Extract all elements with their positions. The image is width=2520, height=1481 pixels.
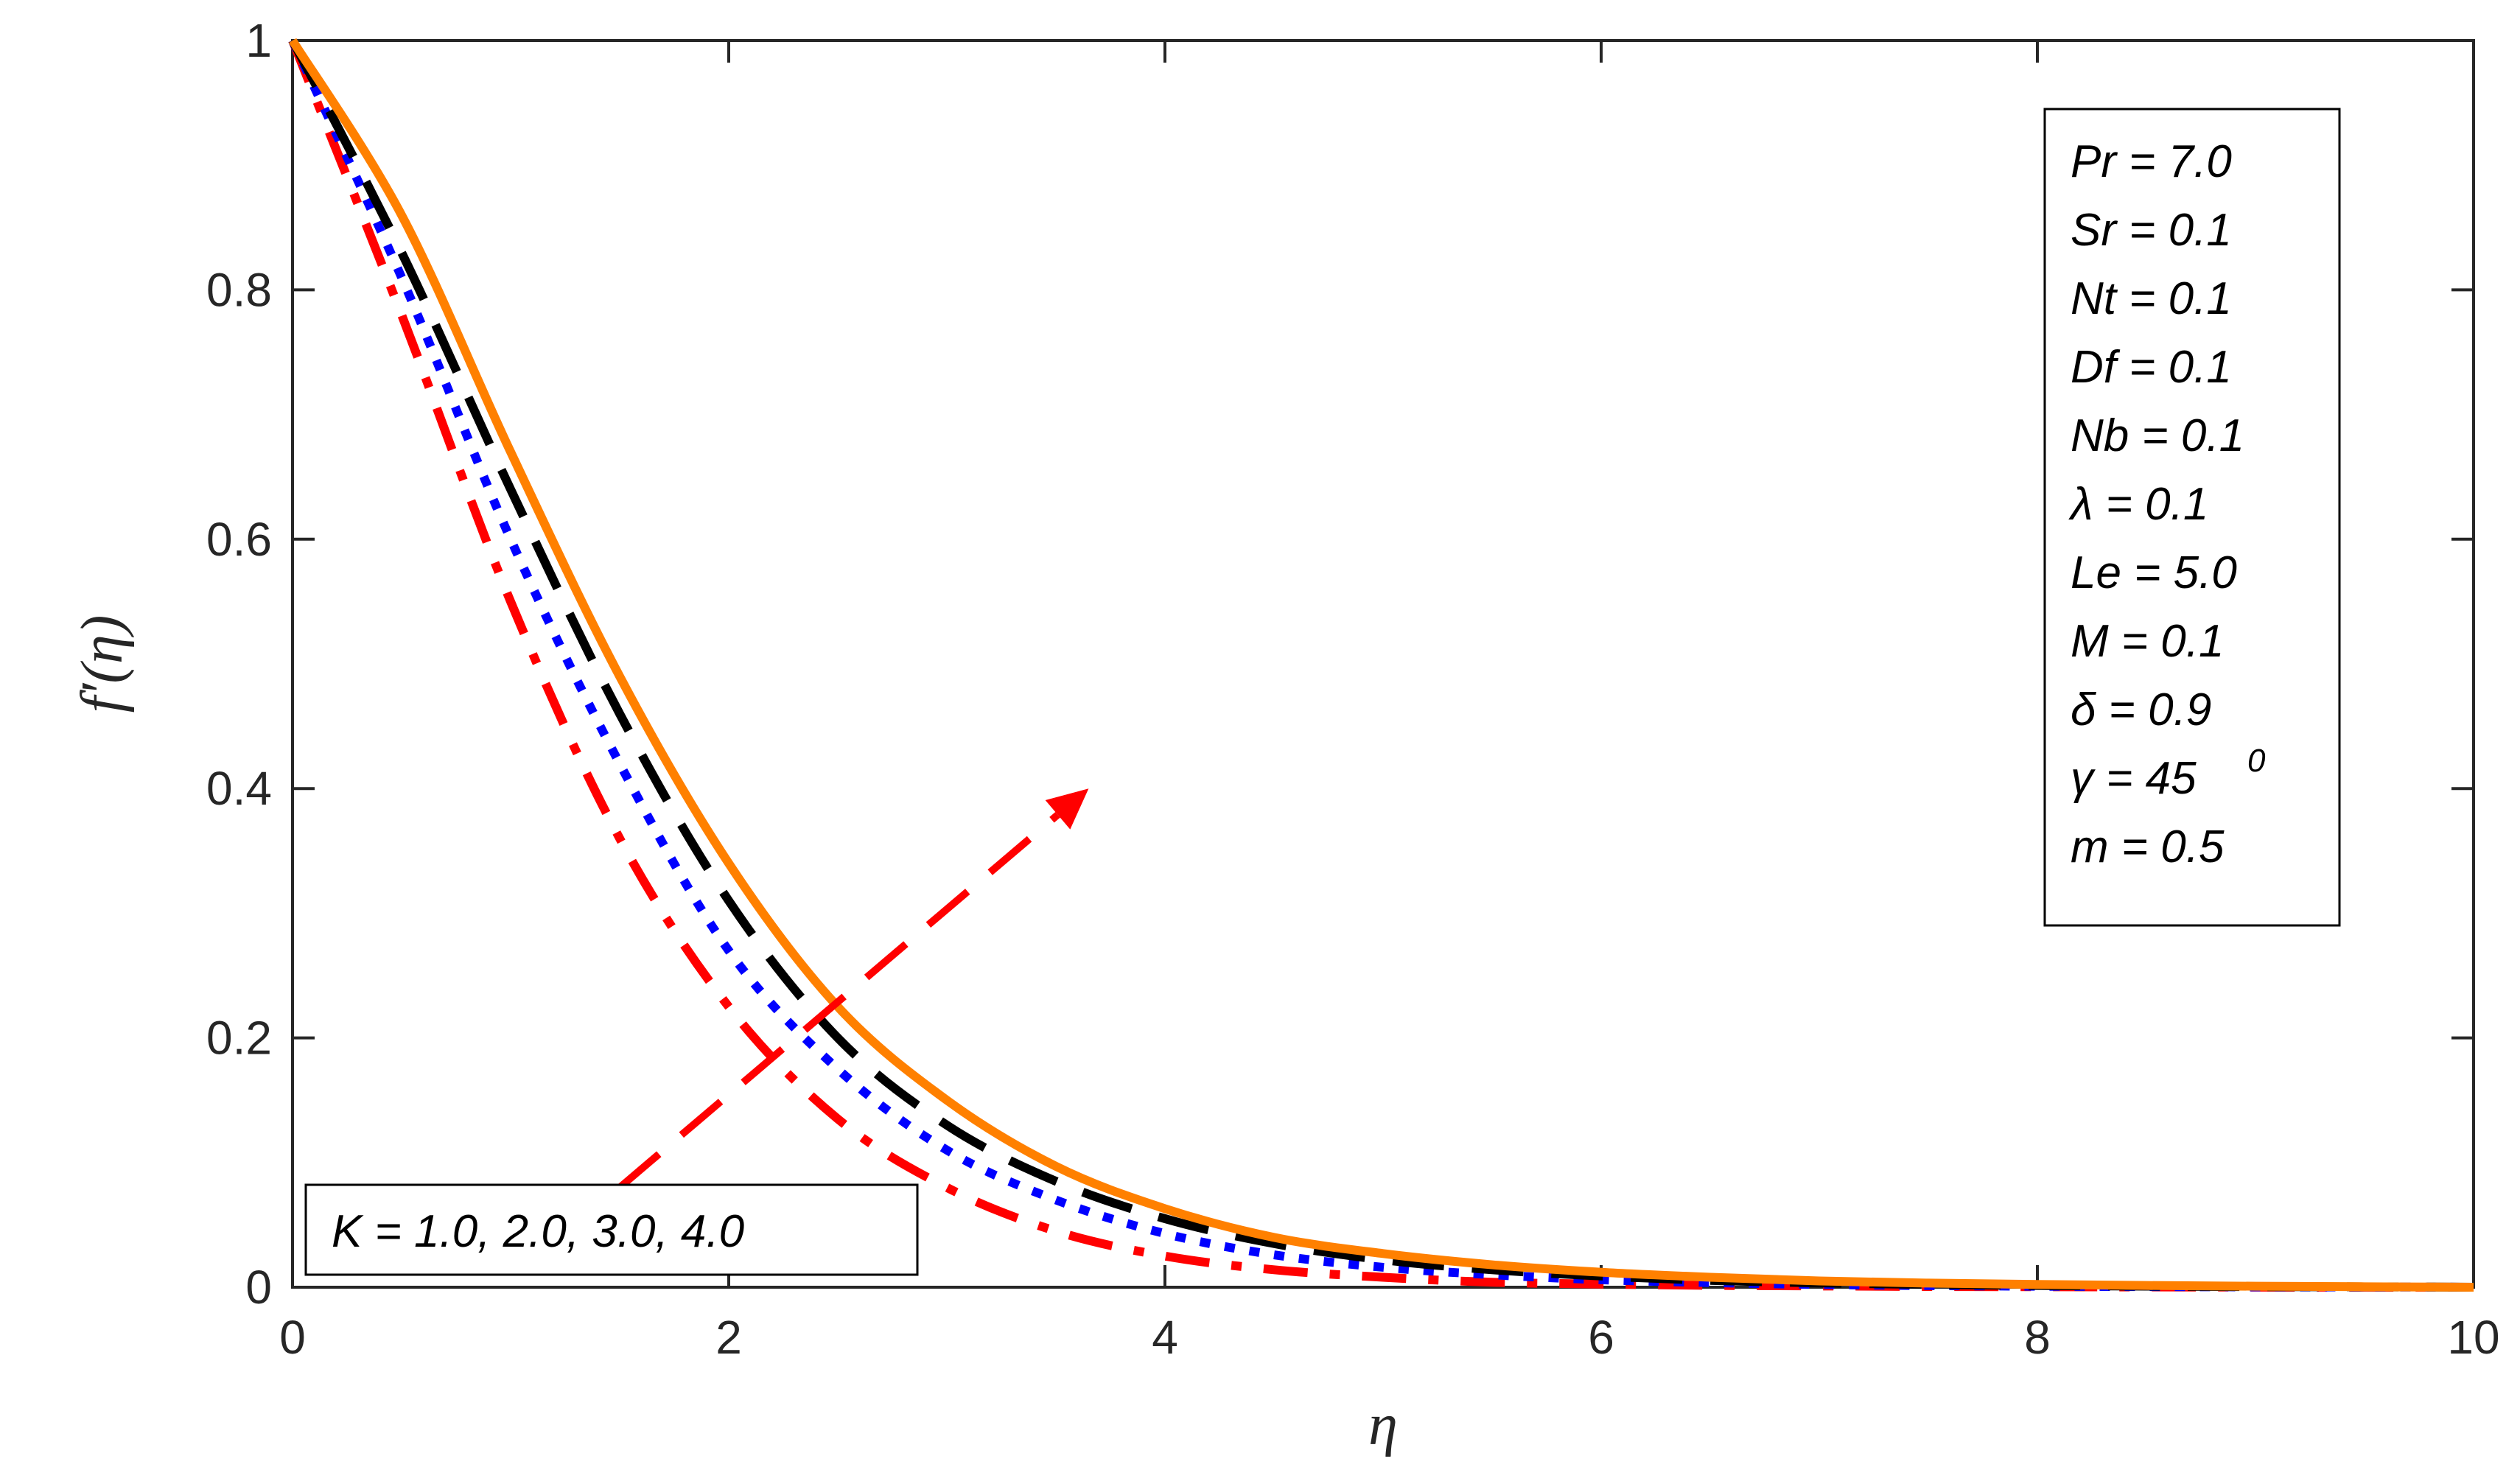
parameter-line: M = 0.1 [2071,616,2225,667]
x-tick-label: 2 [715,1311,742,1364]
y-tick-label: 1 [245,14,272,67]
parameter-line: Nb = 0.1 [2071,410,2244,461]
y-tick-label: 0 [245,1261,272,1314]
x-tick-label: 0 [279,1311,306,1364]
parameter-line: γ = 45 [2071,753,2197,804]
series-line-4 [288,38,2474,1292]
k-label-frame [304,1183,919,1276]
trend-arrow [617,788,1089,1191]
y-tick-label: 0.2 [206,1012,272,1065]
series-layer [288,38,2474,1292]
parameter-line: Pr = 7.0 [2071,136,2232,187]
parameter-line: Sr = 0.1 [2071,205,2232,256]
k-label-text: K = 1.0, 2.0, 3.0, 4.0 [332,1206,744,1257]
x-tick-label: 8 [2024,1311,2051,1364]
y-tick-label: 0.4 [206,762,272,815]
x-tick-label: 4 [1152,1311,1178,1364]
x-tick-labels: 0 2 4 6 8 10 [279,1311,2499,1364]
parameter-box: Pr = 7.0 Sr = 0.1 Nt = 0.1 Df = 0.1 Nb = 0.1… [2043,108,2341,927]
parameter-line: δ = 0.9 [2071,685,2211,735]
k-label-box: K = 1.0, 2.0, 3.0, 4.0 [304,1183,919,1276]
parameter-line: Df = 0.1 [2071,342,2232,393]
x-axis-label: η [1368,1393,1398,1457]
y-tick-label: 0.8 [206,263,272,316]
arrow-head [1045,788,1089,830]
x-tick-label: 10 [2447,1311,2499,1364]
parameter-line: λ = 0.1 [2068,479,2208,530]
gamma-superscript: 0 [2247,743,2266,779]
y-axis-label: f′(η) [70,615,135,713]
x-tick-label: 6 [1588,1311,1614,1364]
parameter-list: Pr = 7.0 Sr = 0.1 Nt = 0.1 Df = 0.1 Nb = 0.1… [2068,136,2266,872]
parameter-line: Le = 5.0 [2071,547,2237,598]
y-tick-labels: 0 0.2 0.4 0.6 0.8 1 [206,14,272,1314]
y-tick-label: 0.6 [206,513,272,566]
parameter-line: Nt = 0.1 [2071,273,2232,324]
parameter-line: m = 0.5 [2071,822,2225,872]
parameter-box-frame [2043,108,2341,927]
arrow-shaft [617,812,1060,1191]
